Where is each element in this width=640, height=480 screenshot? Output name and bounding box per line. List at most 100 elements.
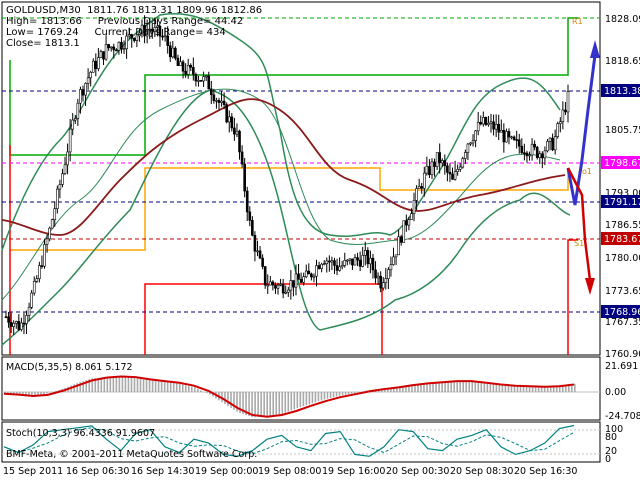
macd-bar: [46, 392, 48, 394]
macd-bar: [97, 377, 100, 392]
macd-bar: [272, 392, 275, 416]
macd-bar: [420, 383, 422, 392]
candle-body: [458, 166, 462, 170]
candle-body: [84, 83, 87, 96]
candle-body: [394, 254, 398, 258]
candle-body: [405, 220, 408, 226]
price-axis: 1828.09 1818.65 1805.75 1793.00 1786.55 …: [605, 14, 640, 360]
info-high-range: High= 1813.66 Previous Days Range= 44.42: [6, 16, 244, 27]
candle-body: [528, 154, 531, 157]
macd-bar: [55, 390, 57, 392]
candle-body: [63, 164, 67, 174]
candle-body: [117, 41, 121, 51]
candle-body: [73, 118, 77, 121]
candle-body: [317, 265, 321, 269]
time-label: 19 Sep 00:00: [195, 466, 258, 477]
candle-body: [243, 163, 246, 192]
bollinger-upper-band: [1, 13, 561, 251]
candle-body: [533, 143, 536, 148]
candle-body: [86, 77, 90, 84]
price-tag-1768: 1768.96: [601, 305, 640, 318]
candle-body: [12, 323, 15, 327]
macd-bar: [287, 392, 290, 412]
price-tick: 1818.65: [605, 56, 640, 67]
macd-bar: [356, 392, 359, 393]
candle-body: [489, 121, 493, 124]
pivot-marker-r1: R1: [572, 17, 583, 26]
macd-bar: [344, 392, 347, 395]
price-candles: [4, 15, 570, 336]
candle-body: [407, 219, 411, 226]
macd-bar: [477, 382, 480, 392]
candle-body: [94, 60, 98, 69]
candle-body: [202, 76, 205, 82]
macd-tick: 21.691: [605, 361, 638, 372]
chart-title: GOLDUSD,M30 1811.76 1813.31 1809.96 1812…: [6, 5, 263, 16]
macd-bar: [184, 385, 187, 392]
candle-body: [166, 35, 169, 47]
candle-body: [415, 188, 418, 201]
candle-body: [356, 257, 359, 261]
macd-bar: [172, 382, 175, 392]
macd-bar: [438, 381, 440, 392]
candle-body: [61, 173, 64, 185]
candle-body: [66, 151, 69, 166]
candle-body: [292, 280, 295, 288]
candle-body: [366, 250, 370, 265]
stoch-tick: 0: [605, 454, 611, 465]
macd-bar: [194, 387, 196, 392]
candle-body: [559, 121, 562, 124]
candle-body: [25, 315, 28, 324]
candle-body: [263, 266, 267, 286]
macd-bar: [495, 384, 498, 392]
macd-bar: [248, 392, 250, 416]
macd-bar: [257, 392, 259, 417]
macd-bar: [441, 381, 443, 392]
candle-body: [363, 250, 367, 256]
macd-bar: [121, 376, 124, 392]
candle-body: [387, 269, 390, 279]
candle-body: [217, 100, 221, 103]
macd-bar: [353, 392, 356, 394]
macd-bar: [393, 387, 395, 392]
macd-bar: [338, 392, 341, 396]
candle-body: [115, 49, 118, 52]
candle-body: [271, 281, 275, 286]
macd-bar: [145, 379, 148, 392]
candle-body: [384, 278, 388, 284]
macd-bar: [567, 384, 570, 392]
macd-bar: [402, 385, 404, 392]
candle-body: [312, 275, 316, 278]
svg-text:1783.67: 1783.67: [604, 234, 640, 245]
candle-body: [145, 29, 149, 37]
candle-body: [440, 160, 444, 164]
macd-bar: [178, 383, 181, 392]
macd-bar: [85, 380, 88, 392]
candle-body: [461, 158, 465, 168]
macd-bar: [290, 392, 293, 411]
macd-bar: [278, 392, 281, 415]
candle-body: [89, 71, 92, 79]
candle-body: [186, 64, 190, 75]
candle-body: [420, 186, 424, 189]
candle-body: [120, 41, 123, 50]
candle-body: [361, 254, 365, 267]
candle-body: [371, 257, 375, 271]
macd-bar: [522, 386, 525, 392]
info-close: Close= 1813.1: [6, 38, 80, 49]
macd-bar: [543, 387, 546, 392]
macd-bar: [91, 378, 94, 392]
candle-body: [443, 160, 447, 167]
candle-body: [158, 25, 162, 37]
main-price-panel[interactable]: [1, 1, 601, 356]
macd-bar: [492, 384, 495, 392]
stoch-signal-line: [3, 427, 575, 455]
svg-text:1791.17: 1791.17: [604, 197, 640, 208]
candle-body: [225, 104, 228, 123]
candle-body: [322, 263, 326, 265]
forecast-down-arrow-head: [585, 278, 595, 295]
candle-body: [58, 184, 62, 190]
macd-bar: [453, 380, 455, 392]
moving-average-line: [1, 98, 566, 236]
